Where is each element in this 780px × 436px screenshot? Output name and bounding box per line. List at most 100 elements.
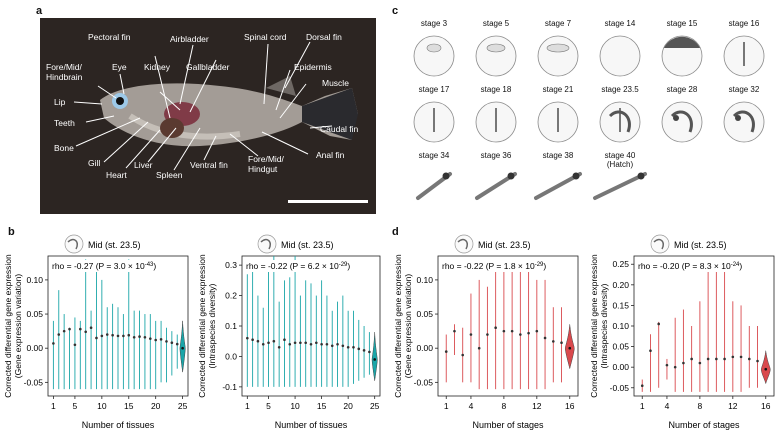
y-axis-label: Corrected differential gene expression [3,254,13,398]
median-point [341,344,345,348]
median-point [640,384,644,388]
label-spleen: Spleen [156,170,183,180]
median-point [111,333,114,337]
median-point [357,347,361,351]
stage-18: stage 18 [475,85,517,143]
embryo-cells [426,43,442,53]
median-point [494,326,497,330]
stage-label: stage 7 [545,19,572,28]
violin-shape [371,332,378,381]
hatch-note: (Hatch) [607,160,634,169]
x-tick-label: 16 [761,401,771,411]
x-tick-label: 5 [266,401,271,411]
median-point [293,341,297,345]
x-tick-label: 15 [124,401,134,411]
embryo-chorion [661,101,703,143]
y-tick-label: 0.00 [612,362,629,372]
stage-36: stage 36 [475,151,517,200]
larva-eye [507,172,515,180]
median-point [251,338,254,341]
median-point [100,334,104,338]
embryo-cells [546,43,570,53]
y-axis-label: (Gene expression variation) [13,274,23,379]
x-tick-label: 1 [640,401,645,411]
embryo-eye [735,115,741,121]
stage-28: stage 28 [661,85,703,143]
median-point [267,341,270,345]
median-point [95,336,98,340]
median-point [143,335,147,339]
median-point [272,339,276,343]
embryo-body [670,110,693,133]
y-tick-label: 0.10 [612,321,629,331]
median-point [723,357,726,361]
embryo-chorion [599,35,641,77]
embryo-icon [257,234,277,254]
median-point [320,342,323,346]
chart-b-left: Corrected differential gene expression (G… [3,234,189,430]
stage-label: stage 18 [481,85,512,94]
embryo-cells [486,43,506,53]
y-tick-label: 0.1 [225,321,237,331]
scale-bar [288,200,368,203]
embryo-body [732,110,755,133]
panel-label-c: c [392,5,399,17]
median-point [362,349,366,352]
violin-median [764,367,768,371]
x-axis-label: Number of stages [472,420,544,430]
embryo-chorion [723,101,765,143]
median-point [352,346,355,349]
stage-38: stage 38 [534,151,582,200]
label-heart: Heart [106,170,127,180]
chart-title: Mid (st. 23.5) [281,240,334,250]
y-tick-label: -0.05 [610,383,630,393]
stage-40: stage 40(Hatch) [593,151,647,200]
stage-23-5: stage 23.5 [599,85,641,143]
label-bone: Bone [54,143,74,153]
median-point [665,363,669,367]
label-muscle: Muscle [322,78,349,88]
larva-eye [637,172,645,180]
median-point [261,342,265,346]
embryo-chorion [475,35,517,77]
x-tick-label: 15 [317,401,327,411]
x-tick-label: 16 [565,401,575,411]
label-teeth: Teeth [54,118,75,128]
median-point [519,333,522,336]
median-point [309,342,313,346]
median-point [346,346,350,349]
larva-eye [572,172,580,180]
x-tick-label: 12 [532,401,542,411]
rho-annotation: rho = -0.20 (P = 8.3 × 10-24) [638,261,742,271]
embryo-stage-grid: stage 3 stage 5 stage 7 stage 14 stage 15 sta… [404,12,774,212]
median-point [304,341,307,345]
median-point [62,329,66,333]
label-epidermis: Epidermis [294,62,332,72]
label-spinal-cord: Spinal cord [244,32,287,42]
median-point [315,341,318,345]
median-point [657,322,661,326]
stage-32: stage 32 [723,85,765,143]
label-fore-mid-hindbrain-2: Hindbrain [46,72,83,82]
median-point [551,340,555,343]
median-point [747,357,751,361]
y-tick-label: 0.25 [612,259,629,269]
violin-shape [564,324,575,369]
median-point [116,334,120,338]
median-point [486,333,489,336]
annotation-backdrop [440,260,574,272]
median-point [543,336,547,340]
y-tick-label: 0.10 [26,275,43,285]
label-ventral-fin: Ventral fin [190,160,228,170]
chart-b-right: Corrected differential gene expression (I… [197,234,381,430]
median-point [283,338,286,341]
median-point [165,340,168,343]
median-point [122,334,125,338]
stage-label: stage 14 [605,19,636,28]
median-point [159,338,163,341]
y-axis-label: (Intraspecies diversity) [599,283,609,368]
median-point [527,331,530,335]
median-point [756,359,759,363]
x-tick-label: 12 [728,401,738,411]
y-tick-label: 0.10 [416,275,433,285]
